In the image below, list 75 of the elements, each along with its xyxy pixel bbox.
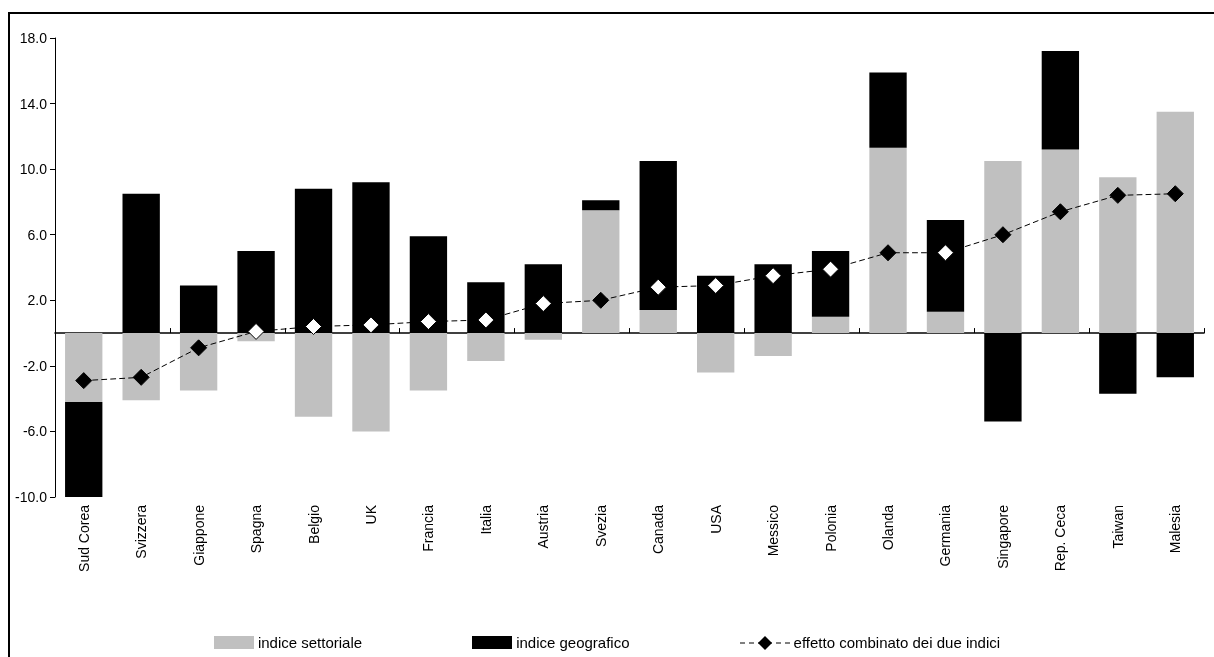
y-tick-label: 14.0 xyxy=(19,95,48,112)
bar xyxy=(1041,51,1080,150)
bar xyxy=(697,333,735,373)
x-tick-label: Giappone xyxy=(190,504,207,566)
y-tick-label: 6.0 xyxy=(27,226,48,243)
bar xyxy=(926,219,965,312)
y-tick-label: 2.0 xyxy=(27,292,48,309)
bar xyxy=(1041,149,1080,334)
point xyxy=(936,244,954,262)
legend-label: indice geografico xyxy=(516,634,630,651)
bar xyxy=(65,401,103,497)
y-tick-label: -2.0 xyxy=(22,357,48,374)
point xyxy=(994,226,1012,244)
x-tick-label: Malesia xyxy=(1167,504,1184,554)
bar xyxy=(869,147,907,334)
point xyxy=(362,316,380,334)
x-tick-label: Olanda xyxy=(880,504,897,551)
point xyxy=(132,368,150,386)
point xyxy=(822,260,840,278)
point xyxy=(305,318,323,336)
x-tick-label: Polonia xyxy=(822,504,839,552)
legend-label: effetto combinato dei due indici xyxy=(793,634,1001,651)
point xyxy=(190,339,208,357)
point xyxy=(879,244,897,262)
y-tick-label: 10.0 xyxy=(19,161,48,178)
bar xyxy=(122,333,160,401)
x-tick-label: Svezia xyxy=(592,504,609,548)
x-tick-label: Messico xyxy=(765,504,782,557)
bar xyxy=(639,310,677,334)
x-tick-label: Svizzera xyxy=(133,504,150,559)
x-tick-label: Francia xyxy=(420,504,437,552)
bar xyxy=(409,333,448,391)
bar xyxy=(582,200,620,211)
x-tick-label: UK xyxy=(362,504,379,525)
x-tick-label: Italia xyxy=(477,504,494,535)
point xyxy=(477,311,495,329)
x-tick-label: Austria xyxy=(535,504,552,549)
bar xyxy=(294,333,333,417)
point xyxy=(649,278,667,296)
y-tick-label: -6.0 xyxy=(22,423,48,440)
x-tick-label: Spagna xyxy=(248,504,265,554)
bar xyxy=(811,316,850,334)
bar xyxy=(467,333,505,361)
bar xyxy=(65,333,103,402)
point xyxy=(592,291,610,309)
x-tick-label: Canada xyxy=(650,504,667,555)
bar xyxy=(926,311,965,334)
point xyxy=(419,313,437,331)
point xyxy=(1109,186,1127,204)
bar xyxy=(1156,111,1194,334)
bar xyxy=(811,251,850,317)
bar xyxy=(1099,177,1137,334)
x-tick-label: Rep. Ceca xyxy=(1052,504,1069,572)
bar xyxy=(352,333,390,432)
x-tick-label: Singapore xyxy=(994,504,1011,569)
x-tick-label: USA xyxy=(707,504,724,534)
x-tick-label: Germania xyxy=(937,504,954,567)
x-tick-label: Belgio xyxy=(305,504,322,544)
bar xyxy=(984,160,1022,334)
bar xyxy=(869,72,907,148)
y-tick-label: -10.0 xyxy=(15,489,48,505)
bar xyxy=(179,333,218,391)
point xyxy=(1051,203,1069,221)
bar xyxy=(754,333,792,357)
y-tick-label: 18.0 xyxy=(19,30,48,46)
x-tick-label: Sud Corea xyxy=(75,504,92,572)
point xyxy=(707,277,725,295)
bar xyxy=(582,210,620,334)
point xyxy=(764,267,782,285)
point xyxy=(1166,185,1184,203)
bar xyxy=(524,333,562,340)
point xyxy=(75,372,93,390)
x-tick-label: Taiwan xyxy=(1109,505,1126,549)
legend-label: indice settoriale xyxy=(257,634,363,651)
point xyxy=(247,322,265,340)
